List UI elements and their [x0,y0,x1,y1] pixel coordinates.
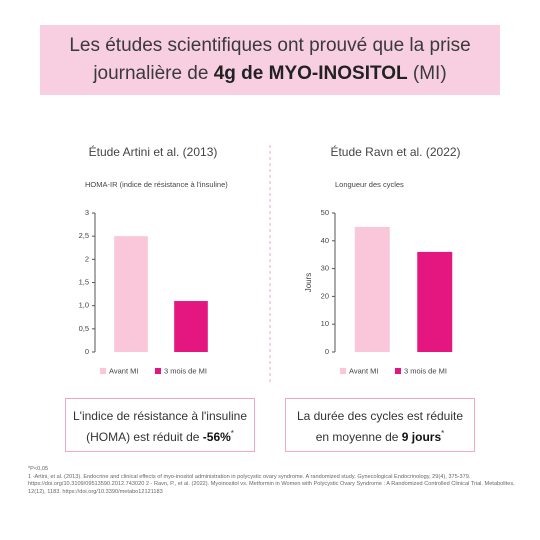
chart-subtitle: HOMA-IR (indice de résistance à l'insuli… [85,180,228,189]
footnotes: *P<0,05 1 -Artini, et al. (2013). Endocr… [28,466,518,496]
header-text: (MI) [407,63,447,84]
y-tick-label: 1,0 [79,301,89,310]
y-tick-label: 0 [325,347,329,356]
bar [417,251,453,352]
summary-note: * [441,429,445,438]
y-tick-label: 1,5 [79,277,89,286]
summary-text: L'indice de résistance à l'insuline (HOM… [72,409,248,444]
legend-swatch [100,368,106,374]
y-tick-label: 2,5 [79,231,89,240]
summary-text: La durée des cycles est réduite en moyen… [296,409,464,444]
legend-label: Avant MI [349,366,378,375]
summary-box: L'indice de résistance à l'insuline (HOM… [65,398,255,452]
y-tick-label: 50 [321,208,329,217]
summary-box: La durée des cycles est réduite en moyen… [285,398,475,452]
summary-note: * [230,429,234,438]
footnote: *P<0,05 [28,466,49,472]
y-tick-label: 10 [321,319,329,328]
legend-swatch [340,368,346,374]
y-tick-label: 0 [85,347,89,356]
bar [354,226,390,352]
bar [114,236,148,352]
footnote: 1 -Artini, et al. (2013). Endocrine and … [28,473,515,495]
chart-title: Étude Artini et al. (2013) [89,144,218,159]
y-tick-label: 0,5 [79,324,89,333]
y-tick-label: 2 [85,254,89,263]
legend-label: Avant MI [109,366,138,375]
summary-highlight: 9 jours [401,430,442,444]
header-line: Les études scientifiques ont prouvé que … [69,35,471,56]
legend-swatch [395,368,401,374]
header-text: journalière de [93,63,214,84]
chart-subtitle: Longueur des cycles [335,180,404,189]
y-axis-label: Jours [304,273,313,293]
header-highlight: 4g de MYO-INOSITOL [213,63,408,84]
chart-title: Étude Ravn et al. (2022) [330,144,460,159]
legend-swatch [155,368,161,374]
legend-label: 3 mois de MI [404,366,447,375]
y-tick-label: 3 [85,208,89,217]
bar [174,301,208,352]
y-tick-label: 20 [321,291,329,300]
y-tick-label: 30 [321,264,329,273]
summary-highlight: -56% [202,430,231,444]
header-banner: Les études scientifiques ont prouvé que … [40,25,500,95]
y-tick-label: 40 [321,236,329,245]
legend-label: 3 mois de MI [164,366,207,375]
